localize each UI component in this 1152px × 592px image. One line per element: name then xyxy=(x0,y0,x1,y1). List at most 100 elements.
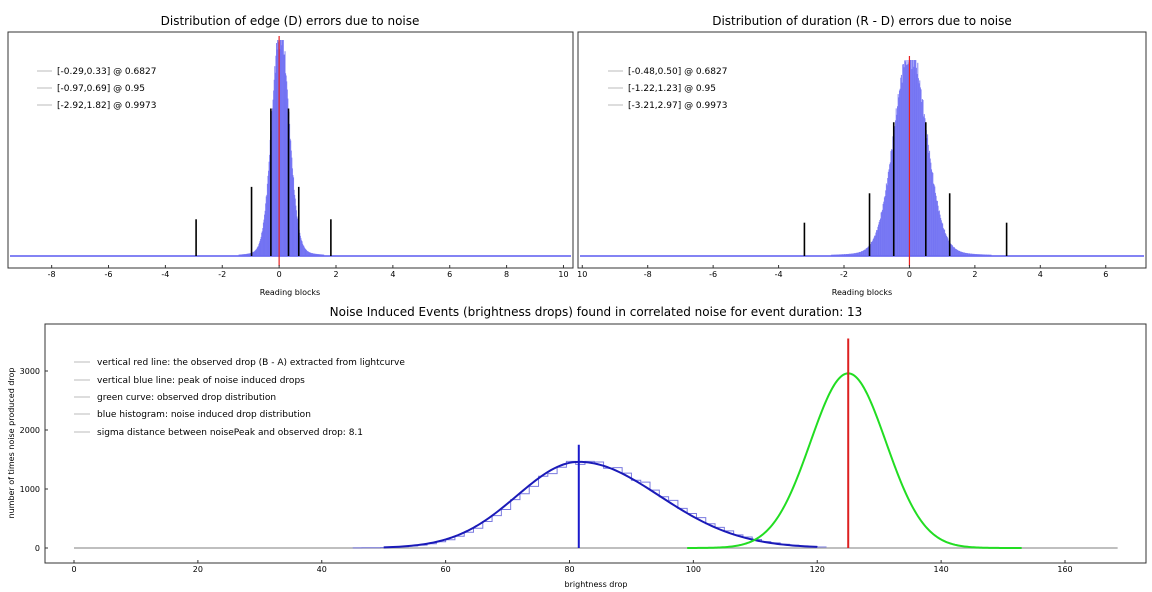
x-tick-label: 60 xyxy=(441,565,451,574)
histogram-bar xyxy=(897,94,899,256)
histogram-bar xyxy=(290,140,292,256)
histogram-bar xyxy=(281,45,283,256)
histogram-bar xyxy=(277,41,279,257)
histogram-bar xyxy=(308,252,310,256)
histogram-bar xyxy=(910,60,912,256)
histogram-bar xyxy=(840,254,842,256)
histogram-bar xyxy=(919,87,921,256)
histogram-bar xyxy=(305,249,307,256)
plot-area xyxy=(74,338,1118,549)
histogram-bar xyxy=(264,214,266,256)
histogram-bar xyxy=(245,254,247,256)
histogram-bar xyxy=(914,60,916,256)
histogram-bar xyxy=(294,194,296,256)
legend-entry: sigma distance between noisePeak and obs… xyxy=(97,428,363,438)
histogram-bar xyxy=(891,149,893,256)
histogram-bar xyxy=(310,252,312,256)
chart-title: Noise Induced Events (brightness drops) … xyxy=(330,305,863,319)
x-axis-label: brightness drop xyxy=(565,580,628,589)
y-tick-label: 1000 xyxy=(20,485,40,494)
histogram-bar xyxy=(915,67,917,256)
histogram-bar xyxy=(252,251,254,256)
histogram-bar xyxy=(895,120,897,256)
histogram-bar xyxy=(907,60,909,256)
histogram-bar xyxy=(311,253,313,256)
x-tick-label: 2 xyxy=(333,270,338,279)
histogram-bar xyxy=(297,218,299,256)
histogram-bar xyxy=(866,247,868,256)
histogram-bar xyxy=(941,222,943,256)
histogram-bar xyxy=(919,80,921,256)
histogram-bar xyxy=(268,161,270,256)
histogram-bar xyxy=(984,254,986,256)
histogram-bar xyxy=(319,254,321,256)
histogram-bar xyxy=(897,106,899,256)
histogram-bar xyxy=(293,177,295,256)
histogram-bar xyxy=(302,245,304,256)
histogram-bar xyxy=(889,164,891,256)
histogram-bar xyxy=(299,235,301,256)
histogram-bar xyxy=(832,254,834,256)
histogram-bar xyxy=(901,82,903,256)
histogram-bar xyxy=(903,67,905,257)
histogram-bar xyxy=(849,253,851,256)
histogram-bar xyxy=(276,49,278,256)
histogram-bar xyxy=(950,243,952,256)
chart-title: Distribution of edge (D) errors due to n… xyxy=(161,14,420,28)
histogram-bar xyxy=(904,61,906,257)
histogram-bar xyxy=(936,200,938,256)
histogram-bar xyxy=(966,253,968,256)
histogram-bar xyxy=(945,234,947,256)
histogram-bar xyxy=(267,175,269,256)
histogram-bar xyxy=(861,251,863,256)
histogram-bar xyxy=(849,253,851,256)
legend-entry: [-2.92,1.82] @ 0.9973 xyxy=(57,101,156,111)
histogram-bar xyxy=(254,250,256,256)
histogram-bar xyxy=(981,254,983,256)
histogram-bar xyxy=(246,253,248,256)
x-tick-label: 10 xyxy=(558,270,568,279)
x-tick-label: 0 xyxy=(907,270,912,279)
histogram-bar xyxy=(282,40,284,256)
duration-error-chart: Distribution of duration (R - D) errors … xyxy=(577,14,1147,297)
histogram-bar xyxy=(837,254,839,256)
histogram-bar xyxy=(887,171,889,256)
x-tick-label: -2 xyxy=(840,270,848,279)
histogram-bar xyxy=(920,89,922,256)
histogram-bar xyxy=(836,254,838,256)
histogram-bar xyxy=(244,254,246,256)
x-tick-label: 100 xyxy=(686,565,701,574)
histogram-bar xyxy=(282,40,284,256)
x-tick-label: -4 xyxy=(775,270,783,279)
histogram-bar xyxy=(862,250,864,256)
histogram-bar xyxy=(851,253,853,256)
histogram-bar xyxy=(244,254,246,256)
histogram-bar xyxy=(863,250,865,256)
histogram-bar xyxy=(268,170,270,256)
x-tick-label: -4 xyxy=(161,270,169,279)
histogram-bar xyxy=(848,253,850,256)
histogram-bar xyxy=(967,253,969,256)
histogram-bar xyxy=(957,250,959,256)
histogram-bar xyxy=(261,231,263,256)
histogram-bar xyxy=(314,253,316,256)
histogram-bar xyxy=(851,253,853,256)
histogram-bar xyxy=(868,246,870,256)
histogram-bar xyxy=(879,220,881,256)
histogram-bar xyxy=(317,254,319,256)
histogram-bar xyxy=(319,254,321,256)
histogram-bar xyxy=(259,240,261,256)
histogram-bar xyxy=(316,254,318,256)
histogram-bar xyxy=(854,253,856,256)
histogram-bar xyxy=(912,60,914,256)
histogram-bar xyxy=(294,198,296,256)
histogram-bar xyxy=(886,185,888,256)
histogram-bar xyxy=(932,172,934,256)
histogram-bar xyxy=(300,238,302,256)
histogram-bar xyxy=(284,51,286,257)
histogram-bar xyxy=(277,40,279,256)
histogram-bar xyxy=(295,205,297,256)
histogram-bar xyxy=(252,252,254,256)
histogram-bar xyxy=(936,201,938,256)
histogram-bar xyxy=(291,157,293,256)
